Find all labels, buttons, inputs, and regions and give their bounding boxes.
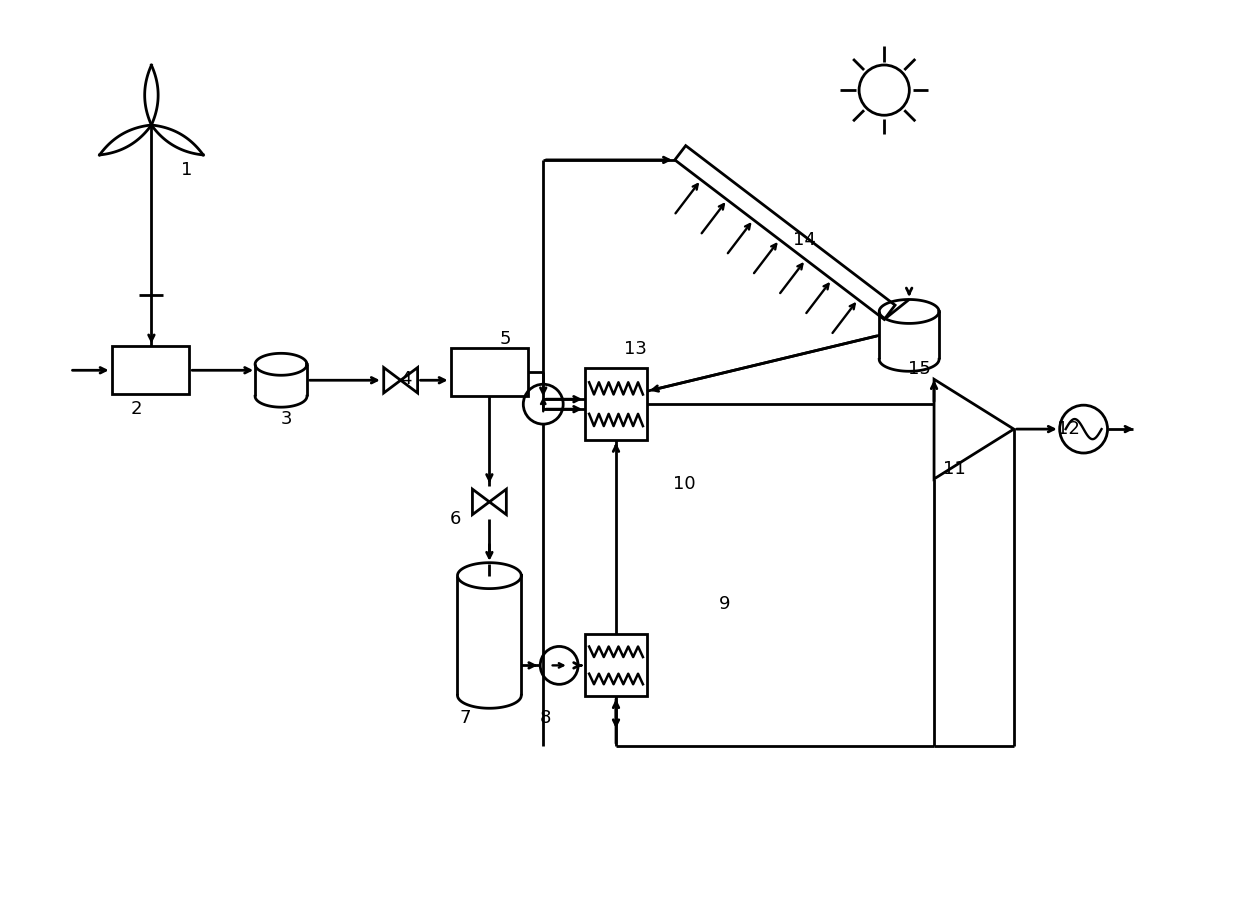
Text: 8: 8 [539,710,551,727]
Text: 2: 2 [130,400,143,419]
Text: 7: 7 [460,710,471,727]
Text: 5: 5 [500,331,511,348]
Bar [585,369,647,440]
Text: 4: 4 [399,371,412,388]
Text: 13: 13 [624,340,646,359]
Bar [112,346,190,395]
Text: 9: 9 [719,594,730,613]
Bar [450,348,528,396]
Text: 14: 14 [794,231,816,249]
Text: 12: 12 [1058,420,1080,438]
Text: 11: 11 [942,460,966,478]
Text: 6: 6 [450,510,461,528]
Text: 3: 3 [280,410,291,428]
Bar [585,635,647,697]
Text: 10: 10 [673,475,696,492]
Text: 1: 1 [181,161,192,179]
Text: 15: 15 [908,360,930,378]
